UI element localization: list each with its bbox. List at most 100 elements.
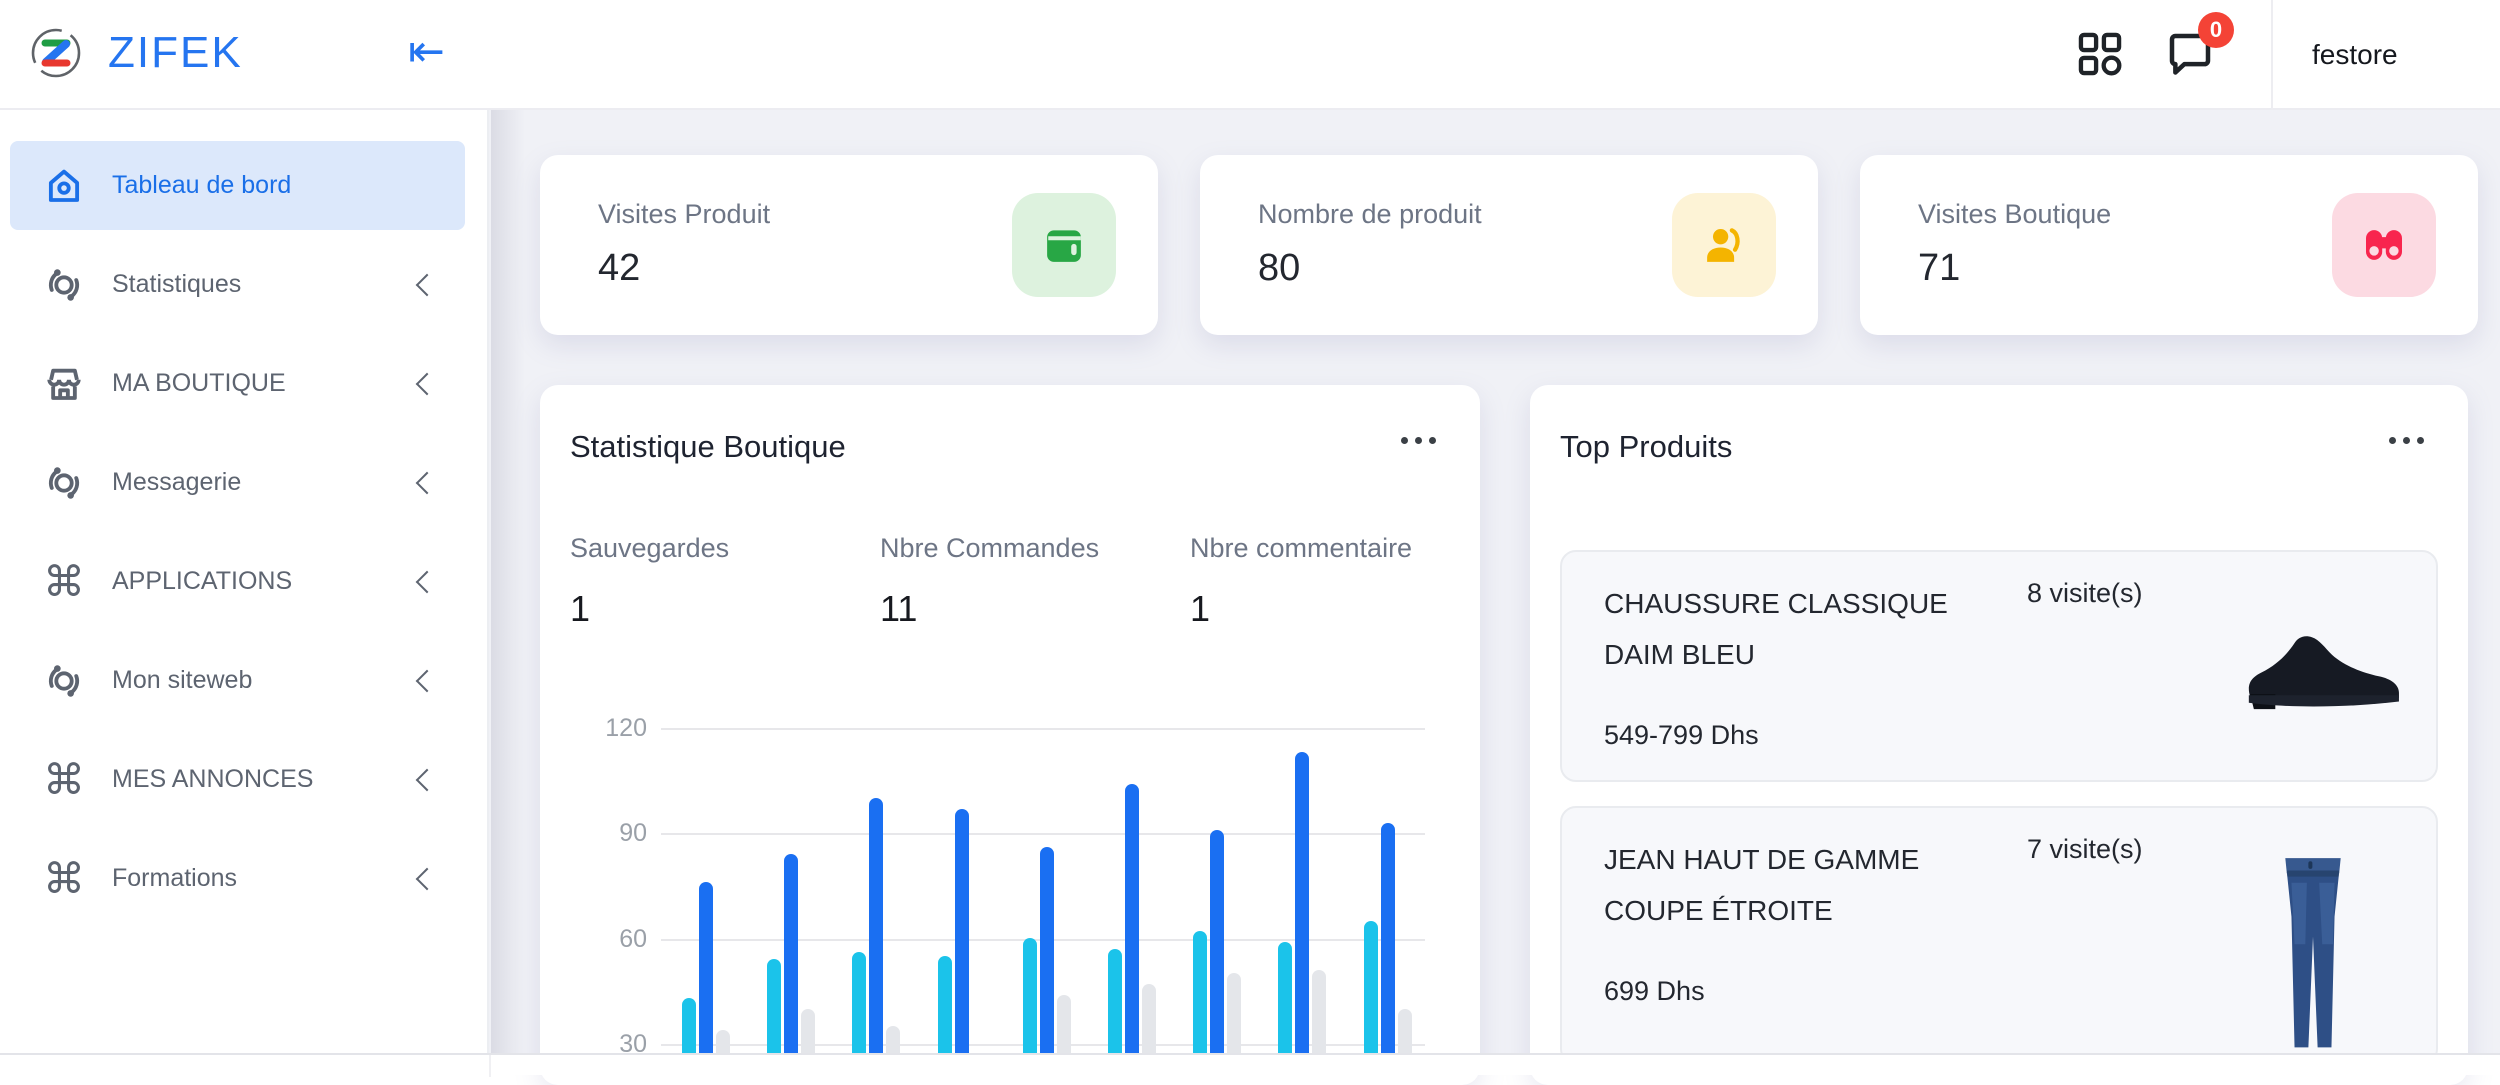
stat-label: Visites Boutique: [1918, 199, 2112, 229]
bar-blue-group-9: [1381, 823, 1395, 1053]
bar-blue-group-7: [1210, 830, 1224, 1053]
product-name: CHAUSSURE CLASSIQUE DAIM BLEU: [1604, 588, 1948, 670]
zifek-logo-icon: [31, 28, 81, 78]
sidebar-item-ma-boutique[interactable]: MA BOUTIQUE: [0, 334, 487, 433]
sidebar-item-label: MA BOUTIQUE: [112, 369, 286, 397]
sidebar-item-label: APPLICATIONS: [112, 567, 293, 595]
product-tile-jean[interactable]: JEAN HAUT DE GAMME COUPE ÉTROITE 7 visit…: [1560, 806, 2438, 1065]
chat-button[interactable]: 0: [2162, 12, 2234, 82]
sidebar-edge-line: [489, 1055, 491, 1077]
bar-gray-group-2: [801, 1009, 815, 1053]
product-image-jeans: [2285, 858, 2341, 1048]
apps-grid-button[interactable]: [2072, 26, 2128, 82]
mini-stat-label: Nbre commentaire: [1190, 533, 1413, 563]
sidebar-item-tableau-de-bord[interactable]: Tableau de bord: [0, 136, 487, 235]
brand-name: ZIFEK: [108, 28, 243, 77]
stat-value: 42: [598, 247, 641, 289]
store-icon: [42, 362, 86, 406]
gridline-120: [661, 728, 1425, 730]
sync-icon: [42, 659, 86, 703]
product-tile-chaussure[interactable]: CHAUSSURE CLASSIQUE DAIM BLEU 8 visite(s…: [1560, 550, 2438, 782]
statistique-boutique-card: Statistique Boutique Sauvegardes 1 Nbre …: [540, 385, 1480, 1085]
sidebar-item-statistiques[interactable]: Statistiques: [0, 235, 487, 334]
chevron-icon: [415, 273, 439, 296]
top-produits-card: Top Produits CHAUSSURE CLASSIQUE DAIM BL…: [1530, 385, 2468, 1085]
y-tick-label: 120: [605, 714, 647, 742]
chevron-icon: [415, 768, 439, 791]
panel-title: Top Produits: [1560, 429, 1733, 464]
bar-blue-group-4: [955, 809, 969, 1053]
sidebar-item-mon-siteweb[interactable]: Mon siteweb: [0, 631, 487, 730]
y-tick-label: 90: [619, 819, 647, 847]
command-icon: ⌘: [43, 754, 85, 804]
bar-blue-group-1: [699, 882, 713, 1053]
sidebar-collapse-button[interactable]: ⇤: [408, 26, 445, 77]
sidebar-item-messagerie[interactable]: Messagerie: [0, 433, 487, 532]
sidebar-item-label: Statistiques: [112, 270, 242, 298]
product-price: 549-799 Dhs: [1604, 720, 1759, 750]
sidebar-item-label: MES ANNONCES: [112, 765, 314, 793]
sidebar-item-label: Mon siteweb: [112, 666, 253, 694]
command-icon: ⌘: [43, 853, 85, 903]
binoculars-icon: [2332, 193, 2436, 297]
bar-cyan-group-5: [1023, 938, 1037, 1053]
panel-title: Statistique Boutique: [570, 429, 846, 464]
bar-blue-group-6: [1125, 784, 1139, 1053]
chevron-icon: [415, 867, 439, 890]
top-header: ZIFEK ⇤ 0 festore: [0, 0, 2500, 110]
home-icon: [42, 164, 86, 208]
person-icon: [1672, 193, 1776, 297]
mini-stat-value: 1: [570, 588, 591, 629]
bar-cyan-group-1: [682, 998, 696, 1053]
bar-cyan-group-4: [938, 956, 952, 1053]
bar-gray-group-6: [1142, 984, 1156, 1053]
stat-label: Visites Produit: [598, 199, 771, 229]
chevron-icon: [415, 669, 439, 692]
user-menu[interactable]: festore: [2312, 39, 2398, 70]
y-tick-label: 60: [619, 925, 647, 953]
mini-stat-value: 1: [1190, 588, 1211, 629]
active-highlight: [10, 141, 465, 230]
chevron-icon: [415, 372, 439, 395]
chat-icon: [2169, 33, 2211, 75]
product-image-shoe: [2248, 636, 2399, 710]
mini-stat-nbre-commandes: Nbre Commandes 11: [880, 533, 1099, 630]
sidebar-item-applications[interactable]: ⌘ APPLICATIONS: [0, 532, 487, 631]
bar-cyan-group-3: [852, 952, 866, 1053]
more-options-icon[interactable]: [1401, 437, 1436, 444]
product-name: JEAN HAUT DE GAMME COUPE ÉTROITE: [1604, 844, 1920, 926]
bar-gray-group-9: [1398, 1009, 1412, 1053]
sidebar-item-formations[interactable]: ⌘ Formations: [0, 829, 487, 928]
gridline-90: [661, 833, 1425, 835]
bar-blue-group-5: [1040, 847, 1054, 1053]
apps-grid-icon: [2078, 32, 2122, 76]
bar-blue-group-2: [784, 854, 798, 1053]
mini-stat-label: Sauvegardes: [570, 533, 730, 563]
bar-gray-group-8: [1312, 970, 1326, 1053]
chevron-icon: [415, 570, 439, 593]
header-divider: [2271, 0, 2273, 110]
mini-stat-value: 11: [880, 588, 918, 629]
mini-stat-label: Nbre Commandes: [880, 533, 1100, 563]
more-options-icon[interactable]: [2389, 437, 2424, 444]
sync-icon: [42, 461, 86, 505]
bar-cyan-group-6: [1108, 949, 1122, 1053]
sidebar-item-mes-annonces[interactable]: ⌘ MES ANNONCES: [0, 730, 487, 829]
mini-stat-nbre-commentaire: Nbre commentaire 1: [1190, 533, 1412, 630]
bar-gray-group-7: [1227, 973, 1241, 1053]
bar-cyan-group-8: [1278, 942, 1292, 1053]
chevron-icon: [415, 471, 439, 494]
stat-card-nombre-de-produit: Nombre de produit 80: [1200, 155, 1818, 335]
stat-label: Nombre de produit: [1258, 199, 1482, 229]
wallet-icon: [1012, 193, 1116, 297]
sync-icon: [42, 263, 86, 307]
bar-cyan-group-2: [767, 959, 781, 1053]
stat-card-visites-produit: Visites Produit 42: [540, 155, 1158, 335]
product-visits: 7 visite(s): [2027, 834, 2143, 864]
sidebar-item-label: Formations: [112, 864, 238, 892]
product-price: 699 Dhs: [1604, 976, 1705, 1006]
brand-logo[interactable]: ZIFEK: [30, 27, 243, 79]
sidebar-item-label: Messagerie: [112, 468, 242, 496]
mini-stat-sauvegardes: Sauvegardes 1: [570, 533, 729, 630]
